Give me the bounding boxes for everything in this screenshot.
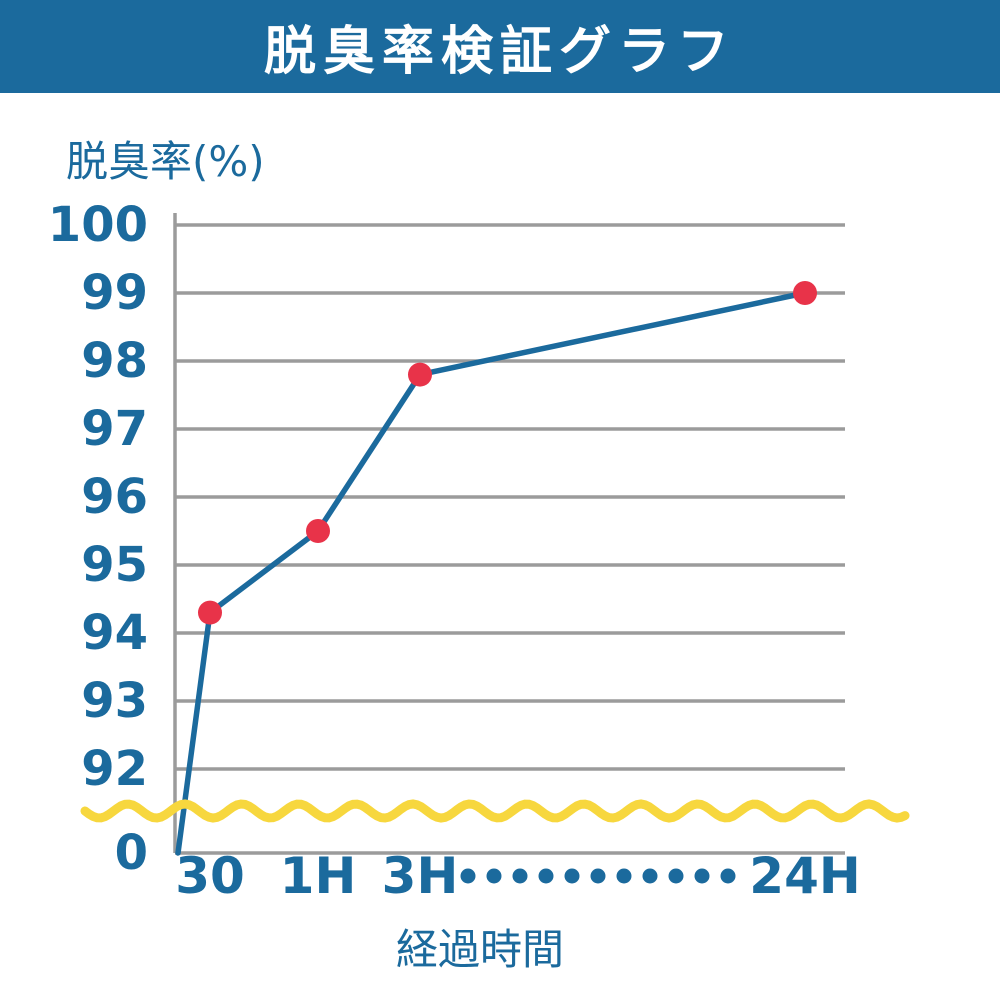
chart-title: 脱臭率検証グラフ [263,22,736,82]
x-axis-continuation-dot [694,868,710,884]
y-tick-label: 96 [81,469,148,525]
x-axis-label: 経過時間 [395,925,564,974]
y-tick-label: 100 [48,197,148,253]
y-tick-label: 95 [81,537,148,593]
x-axis-continuation-dot [590,868,606,884]
x-tick-label: 24H [749,847,860,905]
y-tick-label: 0 [115,825,148,881]
y-tick-label: 92 [81,741,148,797]
x-tick-label: 3H [382,847,459,905]
y-tick-label: 93 [81,673,148,729]
x-axis-continuation-dot [486,868,502,884]
x-axis-continuation-dot [564,868,580,884]
data-point [408,362,432,387]
data-point [793,281,817,305]
x-axis-continuation-dot [460,868,476,884]
y-tick-label: 94 [81,605,148,661]
y-axis-label: 脱臭率(%) [66,137,265,186]
x-axis-continuation-dot [642,868,658,884]
y-tick-label: 97 [81,401,148,457]
y-tick-label: 98 [81,333,148,389]
x-axis-continuation-dot [668,868,684,884]
data-point [306,519,330,543]
x-axis-continuation-dot [512,868,528,884]
axis-break-wave [80,799,910,823]
x-axis-continuation-dot [538,868,554,884]
y-tick-label: 99 [81,265,148,321]
data-point [198,600,222,625]
x-tick-label: 30 [175,847,245,905]
x-axis-continuation-dot [720,868,736,884]
chart-title-banner: 脱臭率検証グラフ [0,0,1000,93]
x-tick-label: 1H [280,847,357,905]
x-axis-continuation-dot [616,868,632,884]
